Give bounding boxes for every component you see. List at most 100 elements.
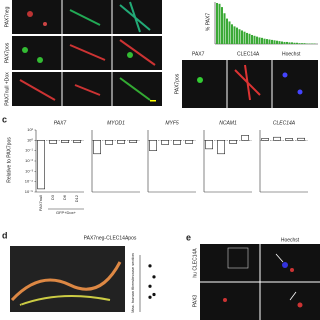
bar: [273, 136, 281, 141]
x-tick-label: PAX7null: [38, 195, 43, 211]
bar: [248, 33, 251, 44]
panel-b-images: [182, 60, 318, 108]
bar: [231, 24, 233, 44]
panel-d-image: [10, 246, 125, 312]
bar: [303, 43, 306, 44]
bar: [223, 13, 226, 44]
bar: [236, 27, 238, 44]
series-title: CLEC14A: [273, 120, 296, 126]
panel-a-images: [12, 0, 162, 106]
bar: [129, 140, 137, 143]
data-point: [152, 275, 156, 279]
bar: [256, 36, 258, 44]
bar: [238, 29, 241, 44]
y-tick-label: 10⁻¹: [25, 148, 34, 153]
y-axis-label: Relative to PAX7pos: [6, 137, 12, 183]
series-title: MYF5: [165, 120, 179, 126]
bar: [246, 32, 248, 44]
y-tick-label: 10⁻²: [25, 158, 34, 163]
bar: [49, 140, 57, 144]
y-tick-label: 10¹: [27, 127, 33, 132]
panel-letter: c: [2, 114, 7, 124]
bar: [286, 41, 288, 44]
bar: [258, 37, 261, 44]
bar: [226, 18, 228, 44]
group-label: GFP+Dox+: [56, 210, 77, 215]
panel-letter: e: [186, 232, 191, 242]
y-tick-label: 10⁰: [27, 137, 33, 142]
bar: [268, 39, 271, 44]
row-label: PAX3: [192, 295, 198, 308]
data-point: [148, 264, 152, 268]
y-tick-label: 10⁻⁴: [25, 179, 34, 184]
bar: [161, 140, 169, 145]
bar: [243, 31, 246, 44]
row-label: PAX7null +Dox: [4, 72, 10, 106]
bar: [205, 140, 213, 150]
data-point: [148, 295, 152, 299]
x-tick-label: D12: [74, 194, 79, 202]
panel-letter: d: [2, 230, 8, 240]
y-axis-label: Max. human fibers/mouse section: [130, 253, 135, 313]
bar: [253, 35, 256, 44]
bar: [105, 140, 113, 145]
series-title: MYOD1: [107, 120, 125, 126]
bar: [241, 30, 243, 44]
row-label: PAX7pos: [174, 73, 180, 94]
bar: [271, 39, 273, 44]
bar: [93, 140, 101, 155]
bar: [278, 41, 281, 44]
bar: [173, 140, 181, 145]
bar: [218, 3, 221, 45]
bar: [261, 138, 269, 141]
x-tick-label: D3: [50, 194, 55, 200]
bar: [283, 41, 286, 44]
data-point: [152, 292, 156, 297]
bar: [291, 42, 293, 44]
channel-label: CLEC14A: [237, 51, 260, 57]
y-tick-label: 10⁻³: [25, 168, 34, 173]
bar: [241, 135, 249, 141]
bar: [216, 3, 218, 44]
bar: [273, 40, 276, 44]
bar: [293, 42, 296, 44]
x-tick-label: D6: [62, 194, 67, 200]
bar: [276, 40, 278, 44]
series-title: PAX7: [54, 120, 67, 126]
bar: [229, 140, 237, 144]
column-label: Hoechst: [281, 237, 300, 243]
channel-label: PAX7: [192, 51, 205, 57]
bar: [288, 42, 291, 44]
bar: [233, 26, 236, 44]
row-label: hu CLEC14A: [192, 248, 198, 278]
bar: [228, 21, 231, 44]
row-label: PAX7neg: [4, 6, 10, 27]
bar: [266, 39, 268, 44]
bar: [73, 140, 81, 143]
series-title: NCAM1: [219, 120, 237, 126]
bar: [61, 140, 69, 143]
data-point: [148, 284, 152, 288]
bar: [296, 42, 298, 44]
panel-e-images: [200, 244, 320, 320]
bar: [37, 140, 45, 190]
bar: [217, 140, 225, 155]
panel-title: PAX7neg-CLEC14Apos: [84, 235, 137, 241]
y-tick-label: 10⁻⁵: [25, 189, 34, 194]
y-axis-label: % PAX7: [205, 13, 211, 31]
bar: [298, 43, 301, 44]
image-label: hu LAM A/C: [14, 304, 41, 310]
bar: [263, 38, 266, 44]
bar: [117, 140, 125, 144]
bar: [281, 41, 283, 44]
bar: [251, 34, 253, 44]
row-label: PAX7pos: [4, 42, 10, 63]
bar: [261, 37, 263, 44]
bar: [285, 138, 293, 141]
bar: [301, 43, 303, 44]
bar: [297, 137, 305, 141]
channel-label: Hoechst: [282, 51, 301, 57]
bar: [149, 140, 157, 151]
bar: [185, 140, 193, 144]
